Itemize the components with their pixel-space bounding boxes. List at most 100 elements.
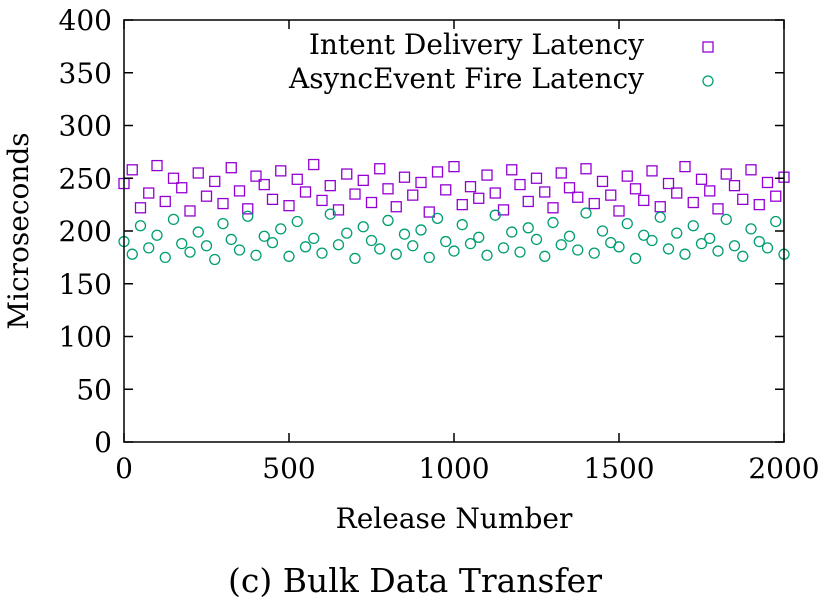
data-point bbox=[423, 206, 435, 218]
data-point bbox=[407, 240, 419, 252]
data-point bbox=[200, 240, 213, 252]
data-point bbox=[266, 193, 279, 206]
data-point bbox=[258, 178, 270, 191]
data-point bbox=[522, 195, 534, 208]
data-point bbox=[728, 240, 741, 252]
data-point bbox=[365, 196, 378, 209]
data-point bbox=[332, 239, 345, 251]
data-point bbox=[613, 205, 625, 217]
data-point bbox=[481, 169, 493, 181]
data-point bbox=[456, 219, 468, 231]
data-point bbox=[473, 192, 485, 204]
data-point bbox=[233, 185, 246, 197]
data-point bbox=[266, 236, 279, 249]
series-points bbox=[118, 207, 790, 266]
x-tick-label: 500 bbox=[262, 452, 315, 485]
data-point bbox=[654, 201, 666, 213]
legend-label: AsyncEvent Fire Latency bbox=[288, 62, 644, 95]
data-point bbox=[547, 202, 559, 214]
data-point bbox=[258, 230, 270, 242]
data-point bbox=[184, 205, 196, 217]
data-point bbox=[440, 184, 452, 196]
data-point bbox=[547, 216, 559, 229]
data-point bbox=[530, 233, 543, 246]
data-point bbox=[621, 170, 633, 182]
data-point bbox=[176, 182, 188, 194]
data-point bbox=[242, 203, 254, 215]
data-point bbox=[357, 221, 369, 233]
figure-caption: (c) Bulk Data Transfer bbox=[228, 561, 602, 600]
data-point bbox=[539, 250, 551, 262]
y-tick-label: 250 bbox=[59, 162, 112, 195]
data-point bbox=[737, 250, 749, 262]
data-point bbox=[167, 213, 180, 226]
data-point bbox=[720, 213, 732, 226]
data-point bbox=[349, 188, 361, 200]
data-point bbox=[209, 253, 221, 266]
data-point bbox=[283, 200, 295, 212]
data-point bbox=[407, 189, 419, 201]
data-point bbox=[225, 233, 237, 246]
data-point bbox=[176, 238, 188, 250]
data-point bbox=[654, 211, 666, 223]
y-tick-label: 300 bbox=[59, 110, 112, 143]
data-point bbox=[143, 187, 155, 199]
data-point bbox=[679, 248, 691, 260]
data-point bbox=[291, 215, 303, 228]
legend-label: Intent Delivery Latency bbox=[309, 28, 644, 61]
data-point bbox=[481, 249, 493, 261]
data-point bbox=[431, 212, 444, 224]
x-tick-label: 2000 bbox=[748, 452, 819, 485]
legend-marker bbox=[702, 41, 714, 53]
data-point bbox=[415, 224, 427, 236]
data-point bbox=[200, 190, 213, 202]
data-point bbox=[737, 193, 749, 206]
data-point bbox=[638, 194, 650, 207]
data-point bbox=[374, 163, 386, 175]
data-point bbox=[572, 191, 584, 203]
data-point bbox=[324, 179, 336, 192]
data-point bbox=[308, 232, 320, 245]
data-point bbox=[588, 247, 600, 259]
data-point bbox=[712, 245, 724, 257]
data-point bbox=[563, 182, 576, 194]
data-point bbox=[192, 226, 204, 238]
data-point bbox=[720, 168, 732, 180]
data-point bbox=[275, 165, 287, 177]
data-point bbox=[299, 241, 312, 253]
plot-frame bbox=[123, 19, 785, 443]
data-point bbox=[605, 189, 617, 201]
data-point bbox=[159, 251, 171, 264]
data-point bbox=[761, 242, 774, 254]
data-point bbox=[497, 204, 510, 216]
data-point bbox=[126, 164, 138, 176]
data-point bbox=[225, 162, 237, 174]
data-point bbox=[621, 217, 633, 230]
data-point bbox=[770, 190, 782, 202]
data-point bbox=[745, 164, 757, 176]
data-point bbox=[275, 223, 287, 235]
data-point bbox=[365, 234, 378, 247]
data-point bbox=[398, 171, 411, 183]
data-point bbox=[283, 250, 295, 262]
data-point bbox=[341, 227, 353, 239]
data-point bbox=[687, 220, 699, 232]
data-point bbox=[423, 251, 435, 264]
data-point bbox=[184, 246, 196, 258]
data-point bbox=[489, 209, 501, 221]
data-point bbox=[382, 214, 394, 227]
data-point bbox=[159, 195, 171, 208]
data-point bbox=[324, 208, 336, 220]
data-point bbox=[316, 247, 328, 259]
data-point bbox=[745, 223, 757, 235]
data-point bbox=[695, 173, 708, 185]
data-point bbox=[382, 183, 394, 195]
data-point bbox=[209, 175, 221, 188]
data-point bbox=[217, 217, 229, 230]
data-point bbox=[728, 179, 741, 192]
data-point bbox=[580, 207, 592, 219]
y-tick-label: 200 bbox=[59, 215, 112, 248]
data-point bbox=[687, 196, 699, 209]
data-point bbox=[308, 158, 320, 171]
data-point bbox=[151, 159, 163, 172]
